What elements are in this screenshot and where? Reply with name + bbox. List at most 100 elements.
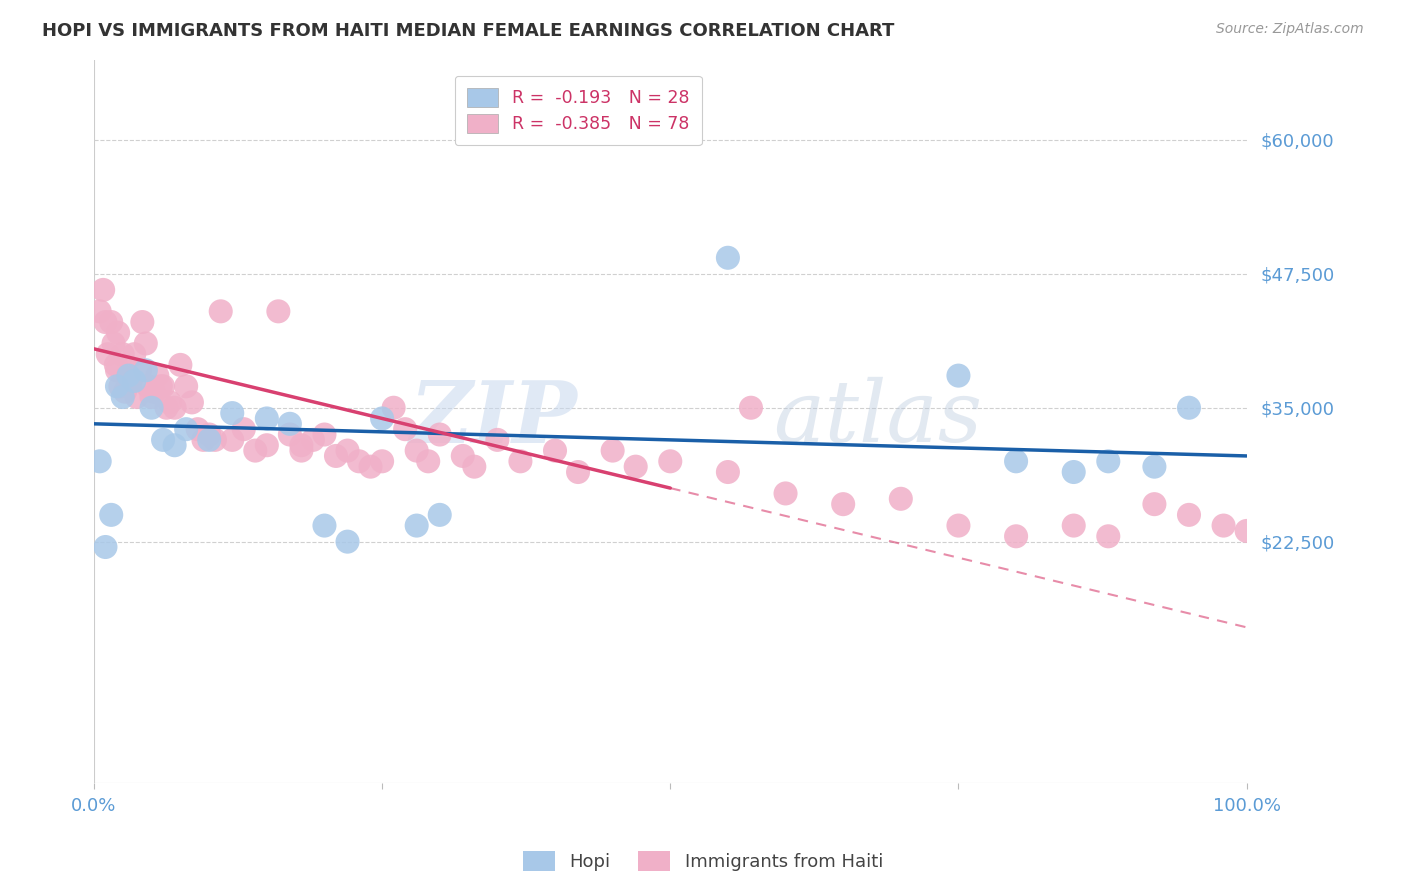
Point [117,368,139,383]
Point [135,336,157,351]
Text: Source: ZipAtlas.com: Source: ZipAtlas.com [1216,22,1364,37]
Point [114,384,136,399]
Point [94,315,117,329]
Point [1178,401,1201,415]
Point [1063,465,1085,479]
Point [567,465,589,479]
Point [198,433,221,447]
Point [717,251,740,265]
Point [1097,529,1119,543]
Point [740,401,762,415]
Point [451,449,474,463]
Point [232,422,254,436]
Point [146,368,169,383]
Point [159,395,181,409]
Point [187,422,209,436]
Point [91,283,114,297]
Point [104,358,127,372]
Point [105,379,128,393]
Point [429,508,451,522]
Point [100,315,122,329]
Point [221,406,243,420]
Point [1063,518,1085,533]
Point [105,363,128,377]
Point [314,518,336,533]
Point [129,363,152,377]
Point [135,363,157,377]
Point [336,443,359,458]
Point [180,395,202,409]
Point [509,454,531,468]
Point [141,401,163,415]
Point [89,454,111,468]
Point [111,347,134,361]
Point [382,401,405,415]
Point [302,433,325,447]
Point [624,459,647,474]
Point [110,379,132,393]
Point [1005,529,1028,543]
Text: ZIP: ZIP [411,376,578,460]
Point [347,454,370,468]
Point [122,374,145,388]
Point [256,411,278,425]
Point [131,315,153,329]
Point [100,508,122,522]
Point [890,491,912,506]
Text: HOPI VS IMMIGRANTS FROM HAITI MEDIAN FEMALE EARNINGS CORRELATION CHART: HOPI VS IMMIGRANTS FROM HAITI MEDIAN FEM… [42,22,894,40]
Point [149,379,172,393]
Point [136,379,159,393]
Point [117,368,139,383]
Point [256,438,278,452]
Point [1143,497,1166,511]
Point [486,433,509,447]
Point [103,336,125,351]
Point [111,390,134,404]
Point [209,304,232,318]
Point [775,486,797,500]
Point [336,534,359,549]
Legend: R =  -0.193  N = 28, R =  -0.385  N = 78: R = -0.193 N = 28, R = -0.385 N = 78 [454,76,702,145]
Point [659,454,682,468]
Point [107,326,129,340]
Point [832,497,855,511]
Point [163,401,186,415]
Point [948,368,970,383]
Point [418,454,440,468]
Point [122,347,145,361]
Point [198,427,221,442]
Point [141,390,163,404]
Point [152,433,174,447]
Point [1236,524,1258,538]
Point [405,443,427,458]
Point [405,518,427,533]
Point [314,427,336,442]
Point [221,433,243,447]
Point [463,459,485,474]
Point [717,465,740,479]
Legend: Hopi, Immigrants from Haiti: Hopi, Immigrants from Haiti [516,844,890,879]
Point [142,384,165,399]
Point [1143,459,1166,474]
Point [120,374,142,388]
Point [97,347,120,361]
Point [429,427,451,442]
Point [278,427,301,442]
Point [371,454,394,468]
Point [267,304,290,318]
Point [371,411,394,425]
Point [94,540,117,554]
Point [174,422,197,436]
Point [89,304,111,318]
Point [360,459,382,474]
Point [1005,454,1028,468]
Point [245,443,267,458]
Point [1212,518,1234,533]
Point [290,443,312,458]
Point [290,438,312,452]
Point [193,433,215,447]
Point [1097,454,1119,468]
Point [394,422,416,436]
Point [204,433,226,447]
Point [278,417,301,431]
